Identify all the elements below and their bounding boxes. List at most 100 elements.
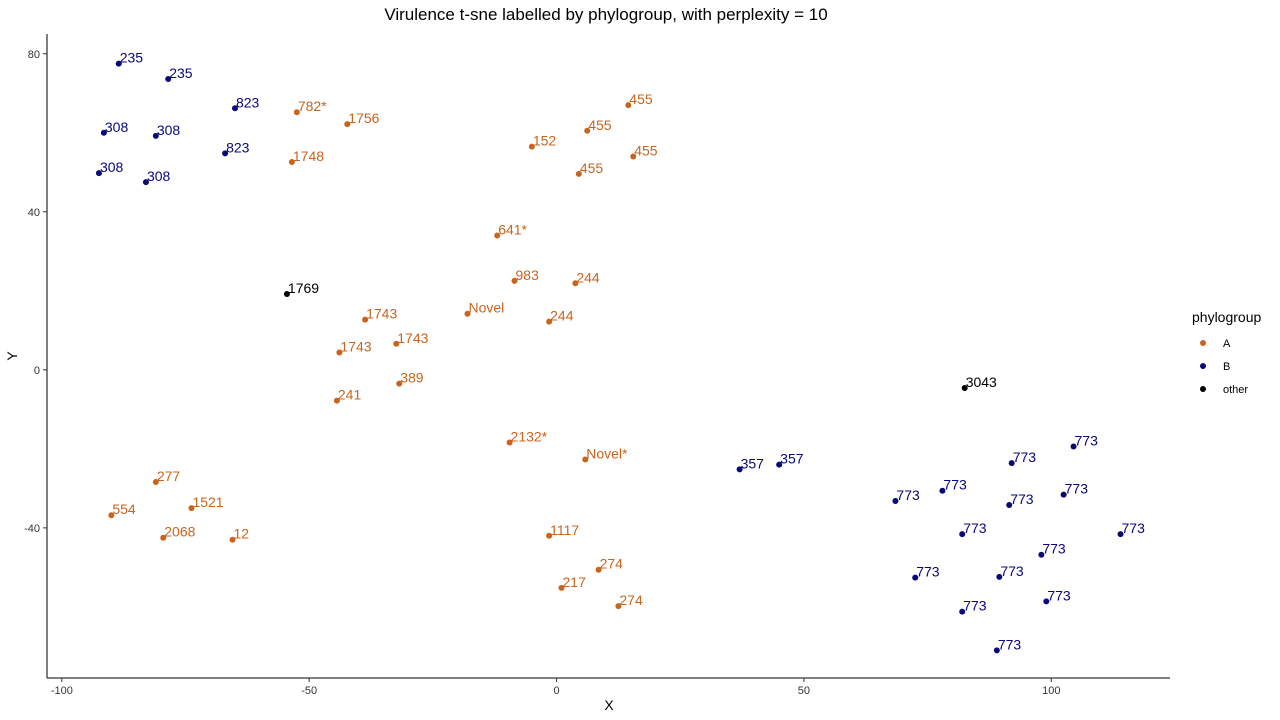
legend-key bbox=[1200, 386, 1206, 392]
data-point-label: 308 bbox=[157, 122, 181, 138]
data-point bbox=[152, 479, 159, 486]
data-point bbox=[528, 143, 535, 150]
data-point-label: 244 bbox=[550, 308, 574, 324]
data-point bbox=[575, 170, 582, 177]
data-point-label: 152 bbox=[533, 133, 557, 149]
y-tick-label: 40 bbox=[28, 207, 40, 219]
data-point bbox=[1038, 551, 1045, 558]
data-point bbox=[506, 439, 513, 446]
x-tick-label: 100 bbox=[1042, 685, 1060, 697]
data-point bbox=[546, 318, 553, 325]
data-point-label: 1743 bbox=[397, 330, 428, 346]
data-point bbox=[993, 647, 1000, 654]
data-point-label: 455 bbox=[629, 91, 653, 107]
data-point-label: 274 bbox=[600, 556, 624, 572]
data-point-label: 12 bbox=[234, 526, 250, 542]
data-point bbox=[344, 121, 351, 128]
data-point bbox=[165, 76, 172, 83]
legend-label: other bbox=[1223, 384, 1248, 396]
data-point bbox=[511, 277, 518, 284]
data-point-label: 773 bbox=[998, 636, 1022, 652]
data-point bbox=[283, 290, 290, 297]
data-point-label: 357 bbox=[741, 455, 765, 471]
data-point bbox=[625, 102, 632, 109]
data-point-label: Novel* bbox=[586, 446, 628, 462]
data-point bbox=[464, 310, 471, 317]
x-axis-ticks: -100 -50 0 50 100 bbox=[51, 678, 1060, 697]
data-point-label: 554 bbox=[112, 501, 136, 517]
data-point bbox=[546, 532, 553, 539]
data-point bbox=[160, 534, 167, 541]
data-point bbox=[1070, 443, 1077, 450]
data-point-label: 244 bbox=[576, 269, 600, 285]
data-point-label: 308 bbox=[147, 168, 171, 184]
data-point bbox=[293, 109, 300, 116]
data-point bbox=[1043, 598, 1050, 605]
x-tick-label: 0 bbox=[553, 685, 559, 697]
data-point-label: 773 bbox=[1065, 481, 1089, 497]
data-point bbox=[1117, 531, 1124, 538]
data-point-label: 235 bbox=[120, 50, 144, 66]
y-axis-title: Y bbox=[4, 351, 20, 361]
data-point bbox=[996, 573, 1003, 580]
data-point-label: 1743 bbox=[340, 338, 371, 354]
data-point-label: 773 bbox=[943, 477, 967, 493]
x-tick-label: -100 bbox=[51, 685, 73, 697]
data-point bbox=[362, 316, 369, 323]
data-point-label: 782* bbox=[298, 98, 327, 114]
data-point bbox=[961, 385, 968, 392]
data-point bbox=[939, 487, 946, 494]
y-tick-label: 0 bbox=[34, 365, 40, 377]
data-point bbox=[333, 397, 340, 404]
data-point-label: 3043 bbox=[966, 374, 997, 390]
data-point-label: 773 bbox=[963, 598, 987, 614]
data-point-label: 773 bbox=[896, 487, 920, 503]
data-point-label: 217 bbox=[563, 574, 587, 590]
data-point-label: 641* bbox=[498, 221, 527, 237]
y-axis-ticks: -40 0 40 80 bbox=[24, 49, 47, 535]
data-point-label: 983 bbox=[516, 267, 540, 283]
data-point-label: 1756 bbox=[348, 110, 379, 126]
data-point bbox=[108, 512, 115, 519]
data-point-label: 773 bbox=[1075, 432, 1099, 448]
data-point bbox=[584, 127, 591, 134]
x-tick-label: 50 bbox=[798, 685, 810, 697]
data-point bbox=[229, 536, 236, 543]
data-point bbox=[558, 584, 565, 591]
data-point-label: 773 bbox=[1042, 541, 1066, 557]
data-point bbox=[231, 105, 238, 112]
data-point-label: 357 bbox=[780, 451, 804, 467]
x-tick-label: -50 bbox=[301, 685, 317, 697]
data-point bbox=[288, 159, 295, 166]
data-point-label: 773 bbox=[1122, 520, 1146, 536]
data-point-label: 773 bbox=[1013, 449, 1037, 465]
data-point-label: 1748 bbox=[293, 148, 324, 164]
data-point-label: 1743 bbox=[366, 306, 397, 322]
data-point bbox=[142, 179, 149, 186]
data-point-label: 455 bbox=[634, 142, 658, 158]
data-point bbox=[336, 349, 343, 356]
data-point-label: 274 bbox=[619, 592, 643, 608]
legend-label: A bbox=[1223, 338, 1231, 350]
data-point bbox=[100, 129, 107, 136]
data-point bbox=[1008, 460, 1015, 467]
data-point-label: 1521 bbox=[192, 494, 223, 510]
data-point-label: 773 bbox=[963, 520, 987, 536]
data-point bbox=[776, 461, 783, 468]
data-point-label: 308 bbox=[105, 119, 129, 135]
data-point bbox=[892, 497, 899, 504]
data-point bbox=[152, 132, 159, 139]
data-point-label: 277 bbox=[157, 468, 181, 484]
data-point-label: 389 bbox=[400, 370, 424, 386]
data-point bbox=[959, 608, 966, 615]
data-point-label: 1117 bbox=[550, 522, 579, 538]
data-point bbox=[396, 380, 403, 387]
data-point-label: 773 bbox=[1047, 587, 1071, 603]
data-point bbox=[959, 531, 966, 538]
data-point-label: 235 bbox=[169, 65, 193, 81]
data-point-label: 455 bbox=[580, 160, 604, 176]
y-tick-label: -40 bbox=[24, 523, 40, 535]
data-point bbox=[95, 170, 102, 177]
